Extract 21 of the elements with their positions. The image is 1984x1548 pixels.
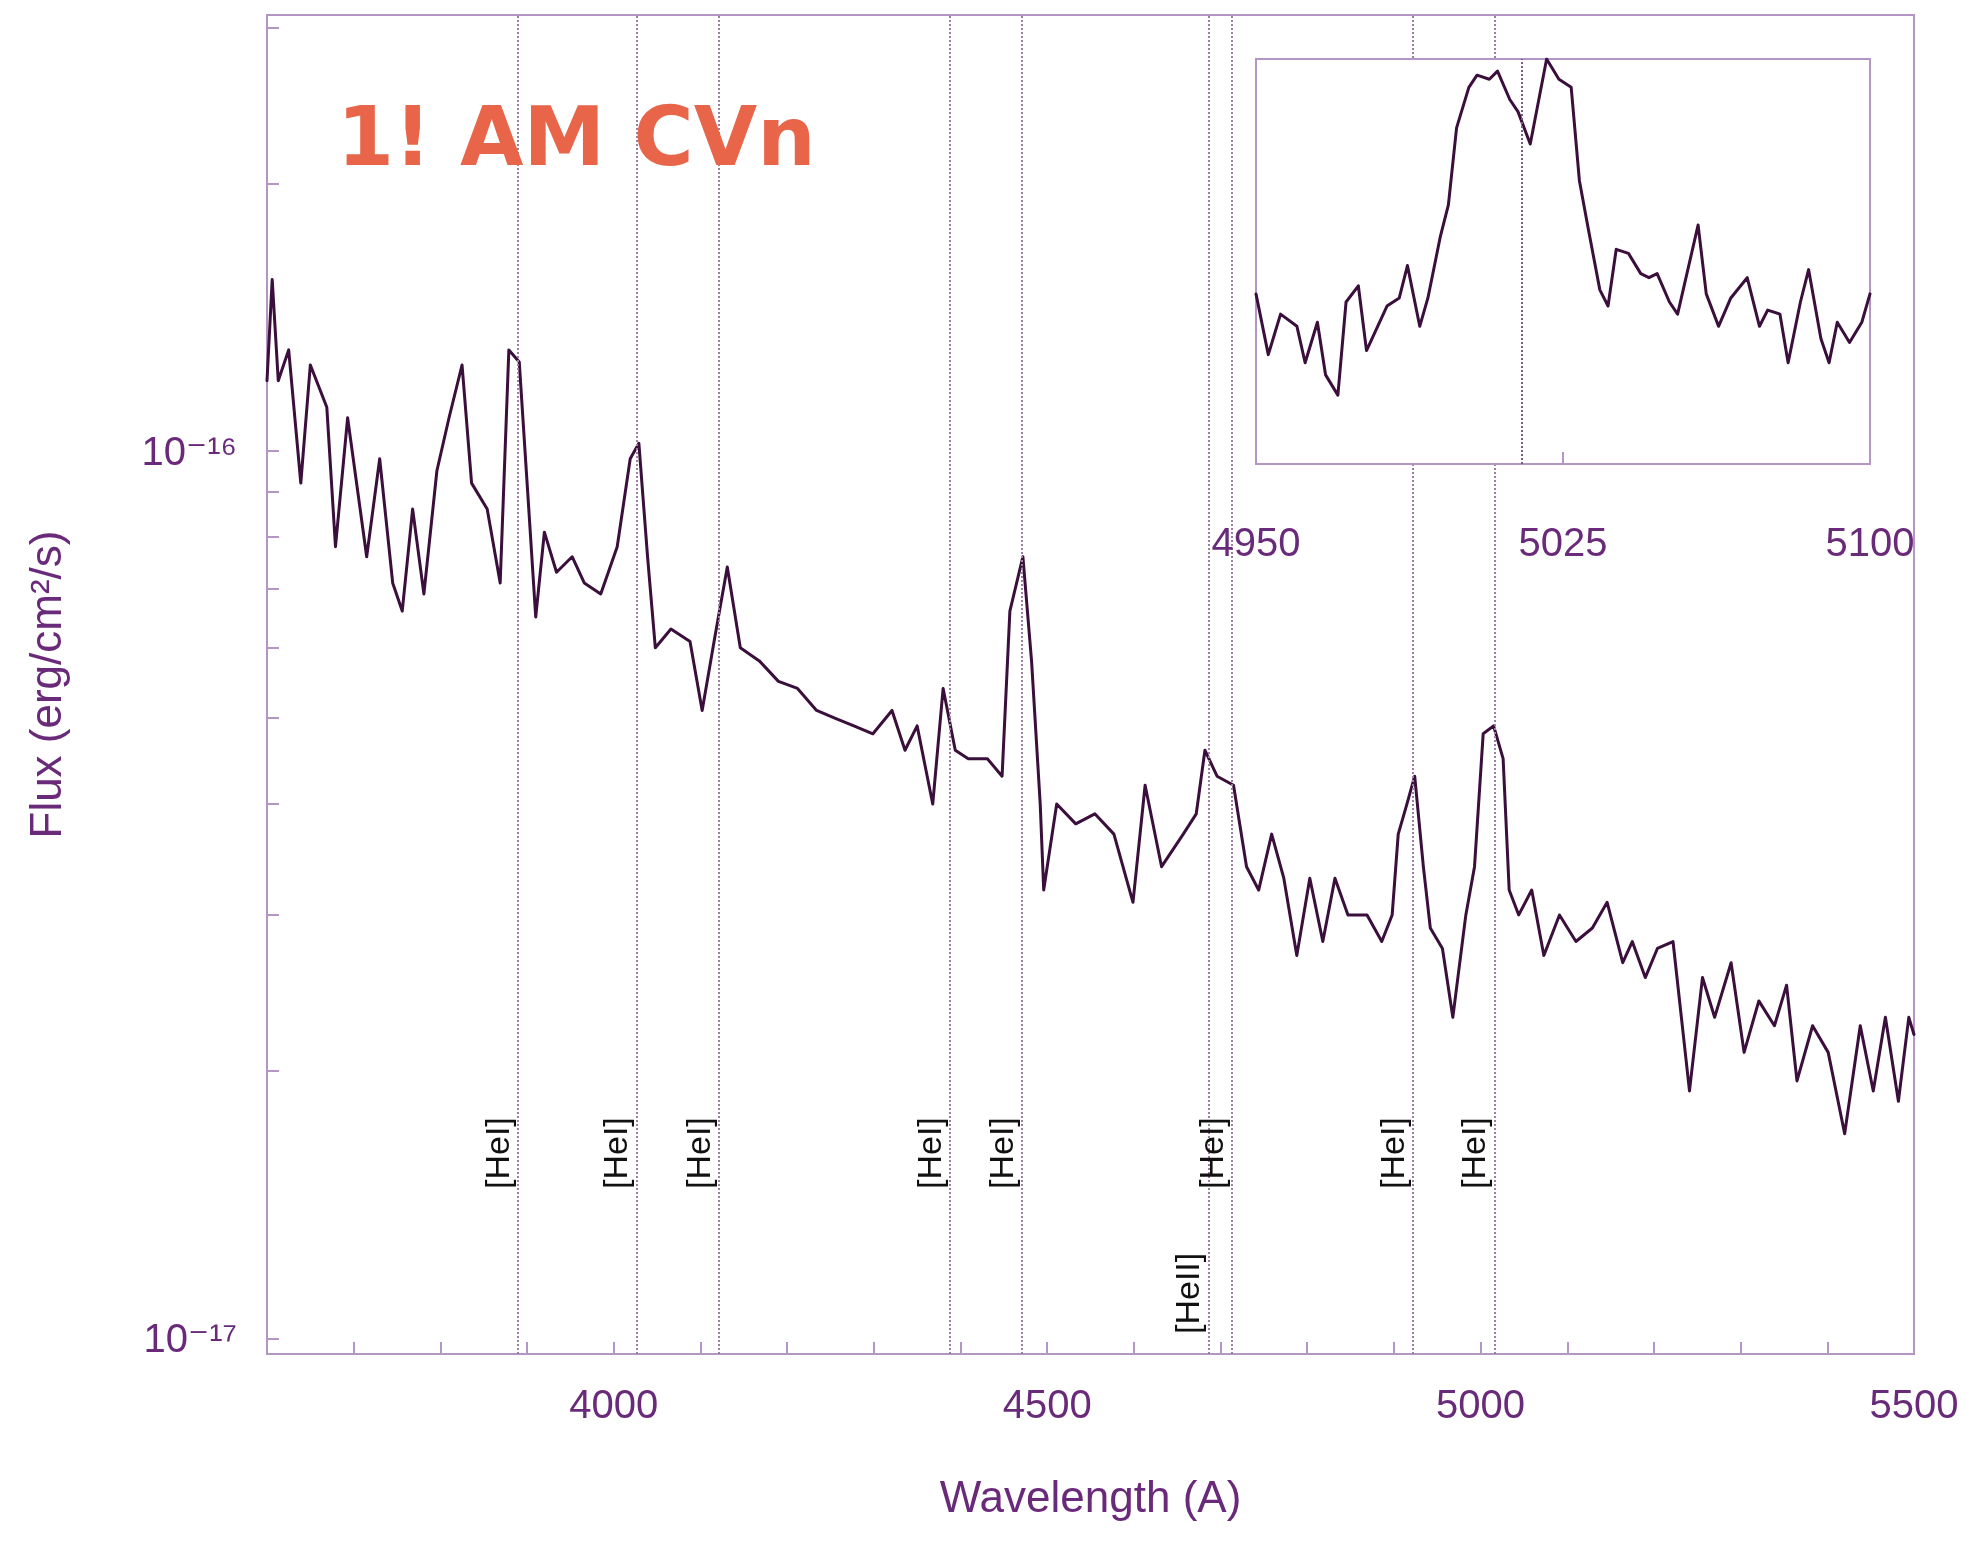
ref-line-label: [HeI] bbox=[1372, 1117, 1411, 1189]
ref-line-label: [HeI] bbox=[596, 1117, 635, 1189]
ref-line-label: [HeI] bbox=[910, 1117, 949, 1189]
ref-line-label: [HeI] bbox=[982, 1117, 1021, 1189]
y-axis-title: Flux (erg/cm²/s) bbox=[20, 530, 70, 839]
text: 1! AM CVn bbox=[337, 88, 816, 184]
ref-line-label: [HeI] bbox=[678, 1117, 717, 1189]
y-tick-label: 10⁻¹⁷ bbox=[143, 1316, 237, 1361]
x-tick-label: 5025 bbox=[1518, 520, 1608, 564]
ref-line-label: [HeII] bbox=[1168, 1252, 1207, 1334]
ref-line-label: [HeI] bbox=[477, 1117, 516, 1189]
x-tick-label: 4950 bbox=[1211, 520, 1301, 564]
x-tick-label: 5000 bbox=[1436, 1382, 1526, 1426]
x-tick-label: 4000 bbox=[569, 1382, 659, 1426]
x-tick-label: 4500 bbox=[1002, 1382, 1092, 1426]
ref-line-label: [HeI] bbox=[1454, 1117, 1493, 1189]
x-tick-label: 5100 bbox=[1825, 520, 1915, 564]
y-tick-label: 10⁻¹⁶ bbox=[141, 428, 237, 473]
x-axis-title: Wavelength (A) bbox=[939, 1471, 1242, 1521]
ref-line-label: [HeI] bbox=[1191, 1117, 1230, 1189]
x-tick-label: 5500 bbox=[1869, 1382, 1959, 1426]
